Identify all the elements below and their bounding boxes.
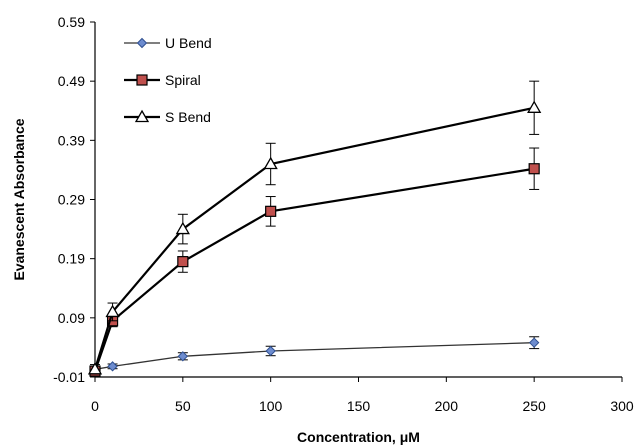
point-s-bend xyxy=(105,304,120,318)
x-tick-label: 150 xyxy=(347,398,371,414)
point-s-bend xyxy=(263,156,278,170)
point-spiral xyxy=(528,163,540,175)
x-tick-label: 250 xyxy=(522,398,546,414)
y-tick-label: 0.59 xyxy=(58,14,85,30)
legend-label-u-bend: U Bend xyxy=(165,35,212,51)
series-s-bend xyxy=(87,80,542,375)
plot-area: -0.01 0.09 0.19 0.29 0.39 0.49 0.59 0 50 100 150 20… xyxy=(53,14,634,414)
y-tick-label: 0.39 xyxy=(58,132,85,148)
point-u-bend xyxy=(177,351,189,362)
y-axis-title: Evanescent Absorbance xyxy=(11,118,27,280)
series-spiral xyxy=(89,147,540,377)
x-tick-label: 50 xyxy=(175,398,191,414)
point-s-bend xyxy=(87,361,103,375)
y-tick-label: 0.29 xyxy=(58,192,85,208)
legend-marker-s-bend xyxy=(134,109,150,123)
x-tick-label: 200 xyxy=(435,398,459,414)
x-tick-label: 100 xyxy=(259,398,283,414)
y-tick-label: 0.49 xyxy=(58,73,85,89)
series-line-s-bend xyxy=(93,106,535,370)
point-s-bend xyxy=(527,100,542,113)
point-s-bend xyxy=(175,221,190,235)
y-tick-label: 0.19 xyxy=(58,251,85,267)
point-u-bend xyxy=(265,345,276,357)
point-u-bend xyxy=(528,337,540,348)
legend-marker-u-bend xyxy=(136,37,148,49)
point-u-bend xyxy=(107,361,118,372)
y-tick-label: -0.01 xyxy=(53,369,85,385)
point-spiral xyxy=(177,256,189,268)
series-line-spiral xyxy=(93,167,535,372)
point-spiral xyxy=(265,205,277,217)
legend-label-spiral: Spiral xyxy=(165,72,201,88)
series-line-u-bend xyxy=(94,342,535,370)
series-u-bend xyxy=(89,336,540,375)
x-tick-label: 0 xyxy=(91,398,99,414)
legend: U Bend Spiral S Bend xyxy=(124,35,212,125)
y-tick-label: 0.09 xyxy=(58,310,85,326)
x-tick-label: 300 xyxy=(610,398,634,414)
legend-marker-spiral xyxy=(136,74,148,86)
legend-label-s-bend: S Bend xyxy=(165,109,211,125)
x-axis-title: Concentration, μM xyxy=(297,429,420,445)
